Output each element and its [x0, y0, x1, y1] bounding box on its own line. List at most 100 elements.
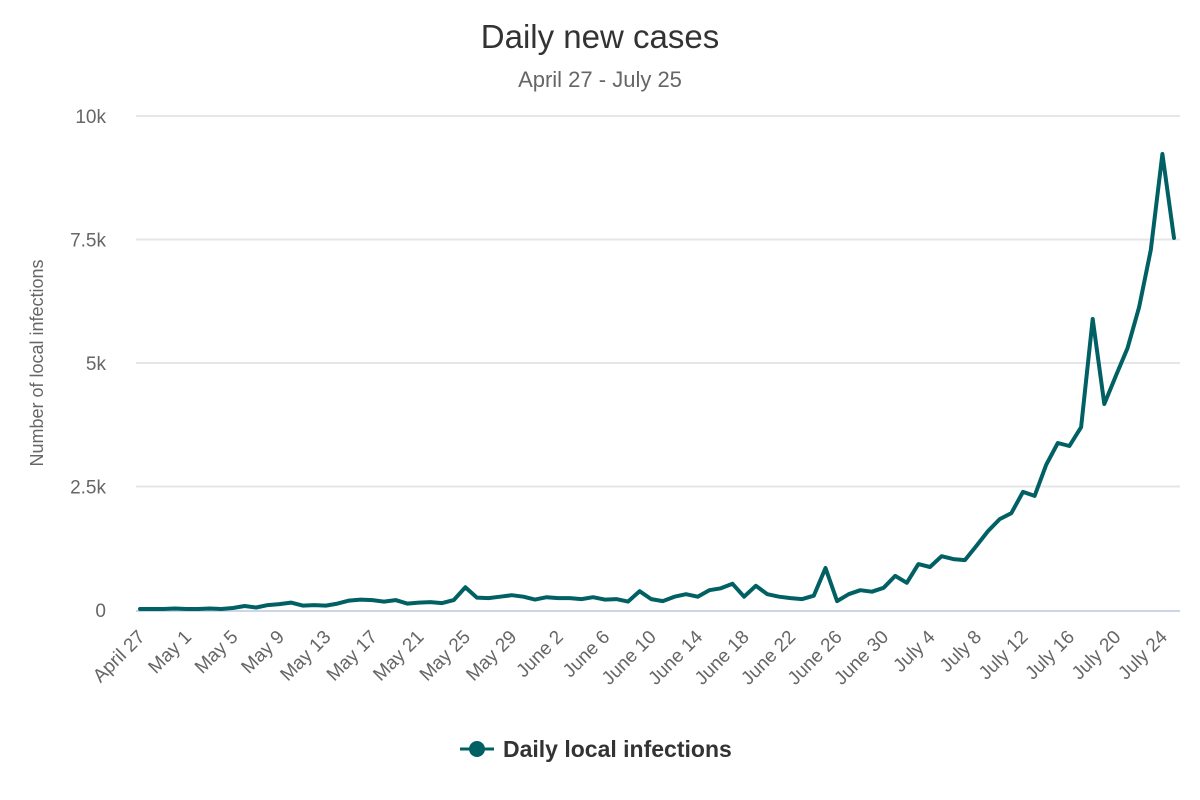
data-point[interactable]	[659, 597, 667, 605]
data-point[interactable]	[856, 586, 864, 594]
data-point[interactable]	[1042, 461, 1050, 469]
data-point[interactable]	[868, 588, 876, 596]
data-point[interactable]	[1135, 303, 1143, 311]
series-daily-local-infections[interactable]	[136, 150, 1178, 613]
data-point[interactable]	[206, 605, 214, 613]
data-point[interactable]	[368, 596, 376, 604]
data-point[interactable]	[217, 605, 225, 613]
chart-subtitle: April 27 - July 25	[518, 67, 682, 92]
data-point[interactable]	[229, 604, 237, 612]
legend[interactable]: Daily local infections	[460, 736, 732, 762]
data-point[interactable]	[403, 600, 411, 608]
data-point[interactable]	[531, 596, 539, 604]
data-point[interactable]	[752, 582, 760, 590]
data-point[interactable]	[810, 592, 818, 600]
x-tick-label: April 27	[89, 627, 149, 687]
data-point[interactable]	[473, 594, 481, 602]
data-point[interactable]	[938, 552, 946, 560]
data-point[interactable]	[973, 542, 981, 550]
data-point[interactable]	[334, 600, 342, 608]
data-point[interactable]	[194, 605, 202, 613]
data-point[interactable]	[322, 602, 330, 610]
data-point[interactable]	[914, 560, 922, 568]
data-point[interactable]	[183, 605, 191, 613]
data-point[interactable]	[380, 598, 388, 606]
data-point[interactable]	[601, 596, 609, 604]
data-point[interactable]	[287, 599, 295, 607]
data-point[interactable]	[845, 590, 853, 598]
data-point[interactable]	[543, 593, 551, 601]
data-point[interactable]	[670, 593, 678, 601]
legend-label[interactable]: Daily local infections	[503, 736, 732, 762]
data-point[interactable]	[1158, 150, 1166, 158]
data-point[interactable]	[485, 594, 493, 602]
data-point[interactable]	[1147, 246, 1155, 254]
data-point[interactable]	[1124, 344, 1132, 352]
data-point[interactable]	[682, 590, 690, 598]
data-point[interactable]	[636, 587, 644, 595]
data-point[interactable]	[1065, 442, 1073, 450]
data-point[interactable]	[589, 593, 597, 601]
data-point[interactable]	[903, 579, 911, 587]
data-point[interactable]	[264, 601, 272, 609]
data-point[interactable]	[450, 596, 458, 604]
data-point[interactable]	[554, 594, 562, 602]
data-point[interactable]	[519, 593, 527, 601]
data-point[interactable]	[310, 601, 318, 609]
data-point[interactable]	[357, 596, 365, 604]
data-point[interactable]	[1089, 315, 1097, 323]
data-point[interactable]	[787, 594, 795, 602]
data-point[interactable]	[275, 600, 283, 608]
data-point[interactable]	[647, 595, 655, 603]
data-point[interactable]	[415, 599, 423, 607]
data-point[interactable]	[822, 564, 830, 572]
data-point[interactable]	[798, 595, 806, 603]
data-point[interactable]	[496, 593, 504, 601]
data-point[interactable]	[1007, 509, 1015, 517]
data-point[interactable]	[961, 556, 969, 564]
data-point[interactable]	[566, 594, 574, 602]
data-point[interactable]	[717, 584, 725, 592]
data-point[interactable]	[775, 593, 783, 601]
data-point[interactable]	[252, 604, 260, 612]
data-point[interactable]	[299, 602, 307, 610]
legend-marker-icon	[469, 741, 485, 757]
data-point[interactable]	[763, 590, 771, 598]
data-point[interactable]	[426, 598, 434, 606]
data-point[interactable]	[926, 563, 934, 571]
data-point[interactable]	[148, 605, 156, 613]
data-point[interactable]	[392, 596, 400, 604]
data-point[interactable]	[705, 586, 713, 594]
data-point[interactable]	[949, 555, 957, 563]
data-point[interactable]	[1019, 488, 1027, 496]
data-point[interactable]	[984, 527, 992, 535]
data-point[interactable]	[171, 605, 179, 613]
y-tick-label: 5k	[86, 354, 107, 375]
data-point[interactable]	[1054, 439, 1062, 447]
series-line[interactable]	[138, 152, 1176, 611]
data-point[interactable]	[1100, 400, 1108, 408]
data-point[interactable]	[833, 597, 841, 605]
data-point[interactable]	[136, 605, 144, 613]
data-point[interactable]	[1031, 492, 1039, 500]
x-tick-label: June 2	[513, 627, 568, 682]
data-point[interactable]	[996, 515, 1004, 523]
data-point[interactable]	[891, 572, 899, 580]
data-point[interactable]	[612, 595, 620, 603]
data-point[interactable]	[624, 598, 632, 606]
data-point[interactable]	[1112, 372, 1120, 380]
data-point[interactable]	[1077, 423, 1085, 431]
data-point[interactable]	[694, 593, 702, 601]
data-point[interactable]	[578, 595, 586, 603]
data-point[interactable]	[345, 597, 353, 605]
data-point[interactable]	[241, 602, 249, 610]
data-point[interactable]	[1170, 234, 1178, 242]
data-point[interactable]	[508, 591, 516, 599]
data-point[interactable]	[880, 584, 888, 592]
data-point[interactable]	[740, 593, 748, 601]
x-tick-label: July 24	[1114, 626, 1172, 684]
data-point[interactable]	[159, 605, 167, 613]
data-point[interactable]	[461, 583, 469, 591]
data-point[interactable]	[438, 599, 446, 607]
data-point[interactable]	[729, 580, 737, 588]
